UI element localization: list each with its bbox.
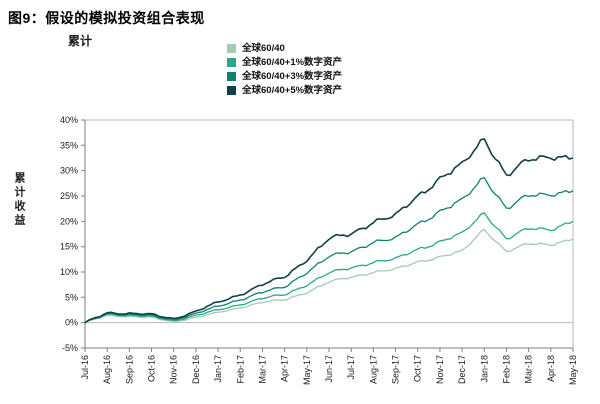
series-line-3 [84, 138, 574, 324]
x-tick-label: May-18 [568, 355, 578, 385]
x-tick-label: Sep-16 [124, 355, 134, 384]
series-line-2 [84, 176, 574, 324]
y-axis-title: 累计收益 [13, 172, 25, 228]
y-tick-label: 25% [60, 191, 78, 201]
legend-swatch-icon [227, 44, 236, 53]
x-tick-label: Oct-16 [147, 355, 157, 382]
legend-item: 全球60/40+3%数字资产 [227, 71, 342, 82]
x-tick-label: Dec-16 [191, 355, 201, 384]
legend-item: 全球60/40+5%数字资产 [227, 85, 342, 96]
chart-subtitle: 累计 [68, 34, 93, 48]
x-tick-label: Apr-18 [546, 355, 556, 382]
x-tick-label: Nov-17 [435, 355, 445, 384]
legend-swatch-icon [227, 86, 236, 95]
legend-label: 全球60/40+3%数字资产 [242, 70, 343, 82]
y-tick-label: 5% [65, 292, 78, 302]
x-tick-label: Mar-17 [257, 355, 267, 384]
y-tick-label: 30% [60, 166, 78, 176]
x-tick-label: Dec-17 [457, 355, 467, 384]
x-tick-label: Feb-18 [501, 355, 511, 384]
legend-item: 全球60/40 [227, 43, 342, 54]
y-tick-label: 20% [60, 216, 78, 226]
legend-item: 全球60/40+1%数字资产 [227, 57, 342, 68]
y-tick-label: 35% [60, 140, 78, 150]
x-tick-label: Jul-17 [346, 355, 356, 380]
x-tick-label: Sep-17 [391, 355, 401, 384]
legend-label: 全球60/40 [242, 42, 285, 54]
x-tick-label: Jul-16 [80, 355, 90, 380]
x-tick-label: May-17 [302, 355, 312, 385]
x-tick-label: Jan-18 [479, 355, 489, 383]
legend-swatch-icon [227, 58, 236, 67]
x-tick-label: Jun-17 [324, 355, 334, 383]
y-tick-label: 40% [60, 115, 78, 125]
chart-legend: 全球60/40 全球60/40+1%数字资产 全球60/40+3%数字资产 全球60/… [227, 43, 342, 96]
x-tick-label: Jan-17 [213, 355, 223, 383]
legend-label: 全球60/40+1%数字资产 [242, 56, 343, 68]
x-tick-label: Mar-18 [524, 355, 534, 384]
figure-title: 图9：假设的模拟投资组合表现 [8, 10, 205, 26]
y-tick-label: -5% [62, 343, 78, 353]
x-tick-label: Aug-16 [102, 355, 112, 384]
series-line-1 [84, 212, 574, 324]
y-tick-label: 0% [65, 318, 78, 328]
plot-border [84, 119, 574, 349]
x-tick-label: Feb-17 [235, 355, 245, 384]
legend-swatch-icon [227, 72, 236, 81]
legend-label: 全球60/40+5%数字资产 [242, 84, 343, 96]
x-tick-label: Nov-16 [169, 355, 179, 384]
series-line-0 [84, 228, 574, 324]
y-tick-label: 15% [60, 242, 78, 252]
x-tick-label: Oct-17 [413, 355, 423, 382]
x-tick-label: Apr-17 [280, 355, 290, 382]
x-tick-label: Aug-17 [368, 355, 378, 384]
y-tick-label: 10% [60, 267, 78, 277]
